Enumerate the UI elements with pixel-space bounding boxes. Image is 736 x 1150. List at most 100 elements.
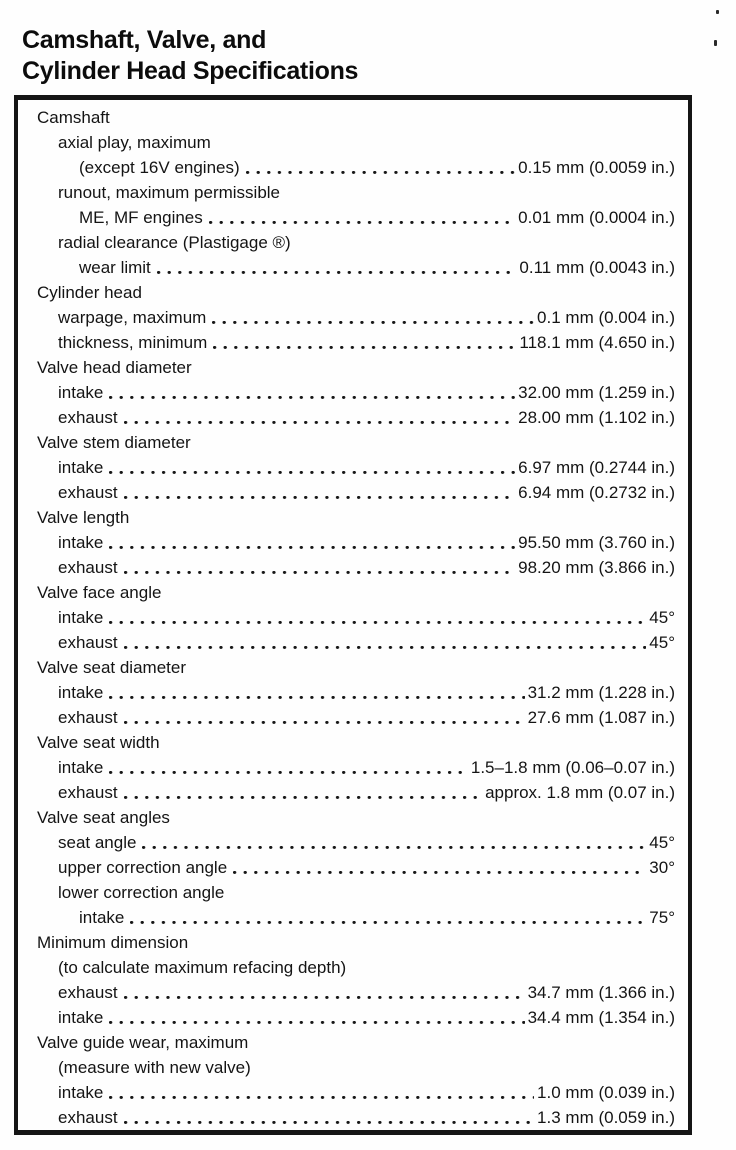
spec-value: 1.3 mm (0.059 in.) [537, 1108, 675, 1127]
spec-section-header-row: Valve seat angles [37, 805, 675, 830]
spec-label: exhaust [58, 633, 118, 652]
spec-row: (to calculate maximum refacing depth) [37, 955, 675, 980]
spec-row: exhaust 27.6 mm (1.087 in.) [37, 705, 675, 730]
dot-leader [108, 680, 525, 705]
dot-leader [211, 305, 535, 330]
spec-value: 34.7 mm (1.366 in.) [527, 983, 675, 1002]
spec-value: 32.00 mm (1.259 in.) [518, 383, 675, 402]
spec-row: radial clearance (Plastigage ®) [37, 230, 675, 255]
spec-label: warpage, maximum [58, 308, 207, 327]
spec-row: wear limit 0.11 mm (0.0043 in.) [37, 255, 675, 280]
dot-leader [122, 705, 525, 730]
spec-label: Camshaft [37, 108, 110, 127]
spec-row: intake 6.97 mm (0.2744 in.) [37, 455, 675, 480]
spec-row: intake 1.0 mm (0.039 in.) [37, 1080, 675, 1105]
dot-leader [122, 480, 516, 505]
spec-value: approx. 1.8 mm (0.07 in.) [485, 783, 675, 802]
spec-row: intake 34.4 mm (1.354 in.) [37, 1005, 675, 1030]
dot-leader [122, 1105, 535, 1130]
spec-label: lower correction angle [58, 883, 225, 902]
spec-label: intake [58, 1083, 104, 1102]
dot-leader [108, 605, 647, 630]
spec-value: 45° [649, 833, 675, 852]
spec-label: Minimum dimension [37, 933, 189, 952]
spec-label: intake [58, 608, 104, 627]
spec-label: (except 16V engines) [79, 158, 240, 177]
spec-row: exhaust approx. 1.8 mm (0.07 in.) [37, 780, 675, 805]
spec-row: intake 75° [37, 905, 675, 930]
dot-leader [232, 855, 647, 880]
spec-label: intake [79, 908, 125, 927]
spec-value: 0.15 mm (0.0059 in.) [518, 158, 675, 177]
spec-label: Valve face angle [37, 583, 162, 602]
spec-row: exhaust 1.3 mm (0.059 in.) [37, 1105, 675, 1130]
spec-row: ME, MF engines 0.01 mm (0.0004 in.) [37, 205, 675, 230]
spec-row: intake 1.5–1.8 mm (0.06–0.07 in.) [37, 755, 675, 780]
spec-label: wear limit [79, 258, 151, 277]
spec-row: seat angle 45° [37, 830, 675, 855]
spec-label: intake [58, 533, 104, 552]
spec-value: 0.1 mm (0.004 in.) [537, 308, 675, 327]
dot-leader [244, 155, 516, 180]
spec-value: 95.50 mm (3.760 in.) [518, 533, 675, 552]
spec-value: 6.97 mm (0.2744 in.) [518, 458, 675, 477]
spec-value: 0.11 mm (0.0043 in.) [519, 258, 675, 277]
spec-value: 1.5–1.8 mm (0.06–0.07 in.) [470, 758, 675, 777]
dot-leader [108, 380, 516, 405]
spec-label: intake [58, 758, 104, 777]
spec-label: intake [58, 683, 104, 702]
dot-leader [122, 555, 516, 580]
spec-row: runout, maximum permissible [37, 180, 675, 205]
spec-value: 75° [649, 908, 675, 927]
spec-value: 0.01 mm (0.0004 in.) [518, 208, 675, 227]
spec-value: 34.4 mm (1.354 in.) [527, 1008, 675, 1027]
spec-value: 45° [649, 608, 675, 627]
spec-row: intake 45° [37, 605, 675, 630]
page-title-line-1: Camshaft, Valve, and [22, 26, 267, 54]
spec-label: runout, maximum permissible [58, 183, 281, 202]
spec-row: (measure with new valve) [37, 1055, 675, 1080]
spec-row: exhaust 34.7 mm (1.366 in.) [37, 980, 675, 1005]
spec-label: Valve stem diameter [37, 433, 191, 452]
spec-label: intake [58, 383, 104, 402]
dot-leader [207, 205, 516, 230]
spec-label: exhaust [58, 708, 118, 727]
spec-row: exhaust 98.20 mm (3.866 in.) [37, 555, 675, 580]
spec-table: Camshaft axial play, maximum (except 16V e… [14, 95, 692, 1135]
spec-label: exhaust [58, 983, 118, 1002]
dot-leader [108, 1005, 525, 1030]
spec-value: 6.94 mm (0.2732 in.) [518, 483, 675, 502]
spec-section-header-row: Valve guide wear, maximum [37, 1030, 675, 1055]
spec-row: (except 16V engines) 0.15 mm (0.0059 in.) [37, 155, 675, 180]
spec-label: intake [58, 1008, 104, 1027]
spec-value: 30° [649, 858, 675, 877]
dot-leader [108, 455, 516, 480]
spec-label: ME, MF engines [79, 208, 203, 227]
spec-label: Valve seat diameter [37, 658, 186, 677]
spec-row: warpage, maximum 0.1 mm (0.004 in.) [37, 305, 675, 330]
spec-label: (measure with new valve) [58, 1058, 251, 1077]
spec-row: thickness, minimum 118.1 mm (4.650 in.) [37, 330, 675, 355]
spec-label: thickness, minimum [58, 333, 208, 352]
spec-label: exhaust [58, 1108, 118, 1127]
spec-label: exhaust [58, 483, 118, 502]
spec-label: seat angle [58, 833, 137, 852]
dot-leader [122, 405, 516, 430]
spec-section-header-row: Valve head diameter [37, 355, 675, 380]
spec-section-header-row: Minimum dimension [37, 930, 675, 955]
spec-section-header-row: Valve stem diameter [37, 430, 675, 455]
page-title: Camshaft, Valve, and Cylinder Head Speci… [22, 25, 358, 87]
spec-value: 118.1 mm (4.650 in.) [519, 333, 675, 352]
spec-label: exhaust [58, 783, 118, 802]
spec-value: 98.20 mm (3.866 in.) [518, 558, 675, 577]
dot-leader [122, 630, 647, 655]
dot-leader [108, 1080, 535, 1105]
spec-label: (to calculate maximum refacing depth) [58, 958, 347, 977]
spec-value: 1.0 mm (0.039 in.) [537, 1083, 675, 1102]
spec-label: axial play, maximum [58, 133, 211, 152]
dot-leader [212, 330, 517, 355]
spec-section-header-row: Valve seat width [37, 730, 675, 755]
spec-label: Valve seat angles [37, 808, 170, 827]
spec-section-header-row: Valve face angle [37, 580, 675, 605]
spec-row: upper correction angle 30° [37, 855, 675, 880]
